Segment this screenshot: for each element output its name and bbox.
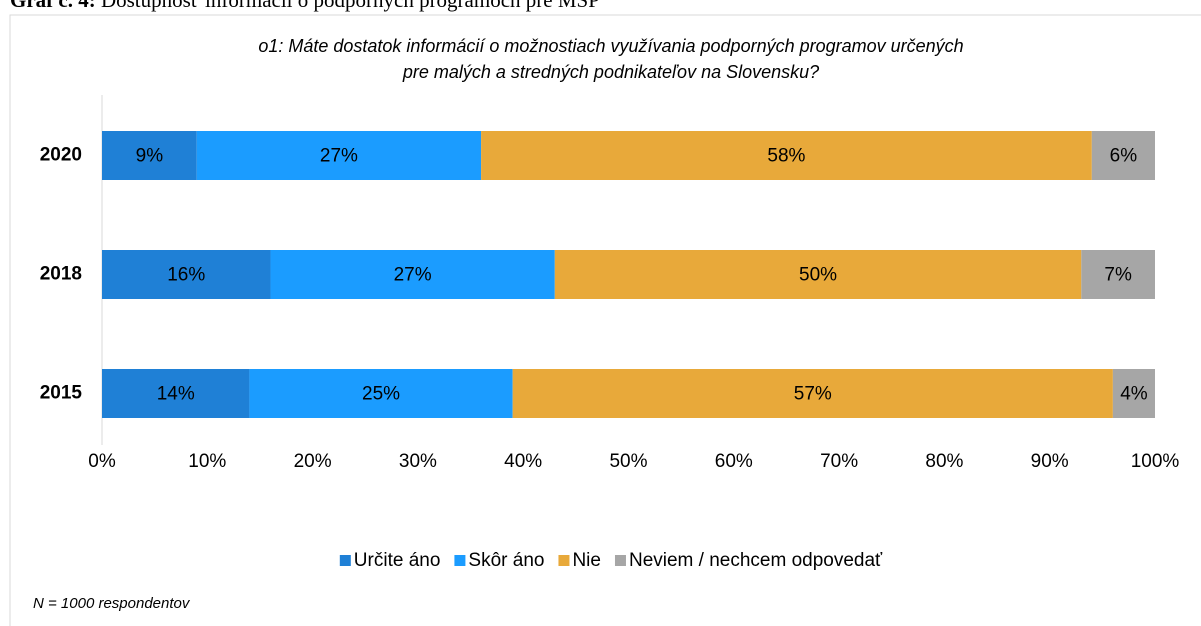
x-tick-label: 70% — [820, 451, 858, 472]
chart-subtitle: pre malých a stredných podnikateľov na S… — [402, 62, 819, 82]
x-tick-label: 30% — [399, 451, 437, 472]
note: N = 1000 respondentov — [33, 595, 191, 612]
legend-swatch — [339, 555, 351, 566]
data-label: 50% — [799, 265, 837, 286]
x-tick-label: 0% — [88, 451, 116, 472]
bar-segment — [1112, 369, 1155, 418]
legend-swatch — [558, 555, 570, 566]
x-tick-label: 40% — [504, 451, 542, 472]
data-label: 16% — [167, 265, 205, 286]
data-label: 58% — [767, 146, 805, 167]
legend-swatch — [614, 555, 626, 566]
bar-segment — [481, 131, 1092, 180]
legend-label: Nie — [572, 550, 601, 571]
chart-frame — [9, 14, 1201, 626]
caption-text: Dostupnosť informácií o podporných progr… — [101, 0, 600, 12]
legend-label: Skôr áno — [468, 550, 544, 571]
y-tick-label: 2020 — [40, 145, 82, 166]
caption-label: Graf č. 4: — [10, 0, 96, 12]
bar-segment — [196, 131, 482, 180]
y-tick-label: 2015 — [40, 383, 83, 404]
bar-segment — [270, 250, 555, 299]
data-label: 14% — [157, 384, 195, 405]
x-tick-label: 10% — [188, 451, 226, 472]
data-label: 6% — [1110, 146, 1138, 167]
bar-segment — [1091, 131, 1155, 180]
legend-label: Určite áno — [354, 550, 441, 571]
x-tick-label: 90% — [1031, 451, 1069, 472]
legend-label: Neviem / nechcem odpovedať — [629, 550, 883, 571]
data-label: 27% — [320, 146, 358, 167]
chart-title: o1: Máte dostatok informácií o možnostia… — [258, 36, 963, 56]
data-label: 7% — [1104, 265, 1132, 286]
x-tick-label: 100% — [1131, 451, 1180, 472]
caption: Graf č. 4: Dostupnosť informácií o podpo… — [10, 0, 600, 12]
legend-swatch — [454, 555, 466, 566]
data-label: 57% — [794, 384, 832, 405]
y-tick-label: 2018 — [40, 264, 82, 285]
bar-segment — [249, 369, 513, 418]
data-label: 25% — [362, 384, 400, 405]
data-label: 27% — [394, 265, 432, 286]
bar-segment — [102, 250, 271, 299]
bar-segment — [102, 369, 250, 418]
x-tick-label: 60% — [715, 451, 753, 472]
x-tick-label: 80% — [925, 451, 963, 472]
bar-segment — [1081, 250, 1155, 299]
data-label: 4% — [1120, 384, 1148, 405]
x-tick-label: 50% — [609, 451, 647, 472]
bar-segment — [512, 369, 1113, 418]
bar-segment — [554, 250, 1082, 299]
data-label: 9% — [136, 146, 164, 167]
bar-segment — [102, 131, 197, 180]
x-tick-label: 20% — [294, 451, 332, 472]
